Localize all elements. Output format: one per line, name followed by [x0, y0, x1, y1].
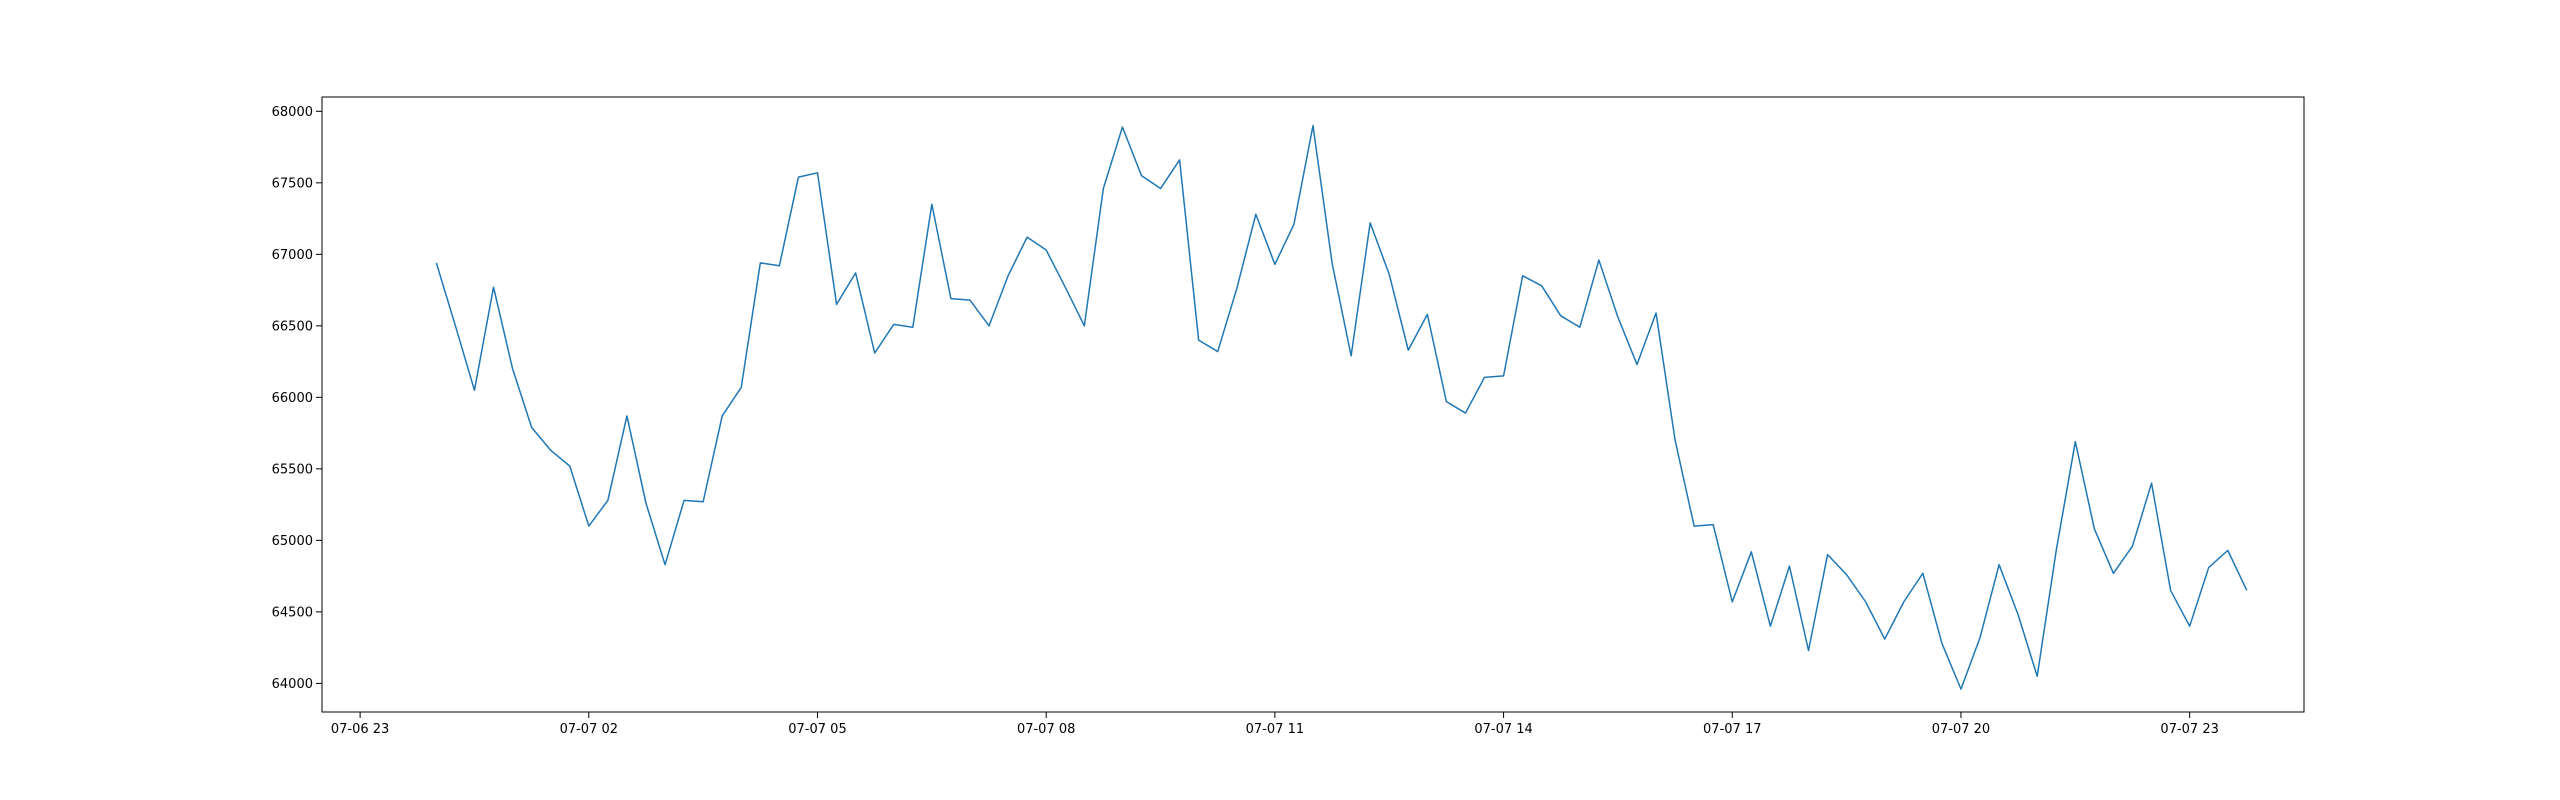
- x-tick-label: 07-07 02: [560, 722, 618, 737]
- x-axis: 07-06 23 07-07 02 07-07 05 07-07 08 07-07 11…: [331, 712, 2219, 737]
- y-tick-label: 65500: [272, 462, 313, 477]
- x-tick-label: 07-07 17: [1703, 722, 1761, 737]
- x-tick-label: 07-07 11: [1246, 722, 1304, 737]
- x-tick-label: 07-06 23: [331, 722, 389, 737]
- plot-frame: [321, 96, 2305, 713]
- y-tick-label: 66500: [272, 319, 313, 334]
- plot-area: [322, 97, 2304, 712]
- y-tick-label: 67000: [272, 248, 313, 263]
- y-tick-label: 65000: [272, 534, 313, 549]
- x-tick-label: 07-07 05: [788, 722, 846, 737]
- y-tick-label: 68000: [272, 105, 313, 120]
- series-line: [435, 124, 2248, 690]
- y-tick-label: 67500: [272, 176, 313, 191]
- series-layer: [435, 124, 2248, 690]
- x-tick-label: 07-07 20: [1932, 722, 1990, 737]
- y-tick-label: 66000: [272, 391, 313, 406]
- x-tick-label: 07-07 14: [1474, 722, 1532, 737]
- y-tick-label: 64500: [272, 605, 313, 620]
- y-axis: 64000 64500 65000 65500 66000 66500 67000 67500…: [272, 105, 322, 692]
- y-tick-label: 64000: [272, 677, 313, 692]
- x-tick-label: 07-07 08: [1017, 722, 1075, 737]
- x-tick-label: 07-07 23: [2160, 722, 2218, 737]
